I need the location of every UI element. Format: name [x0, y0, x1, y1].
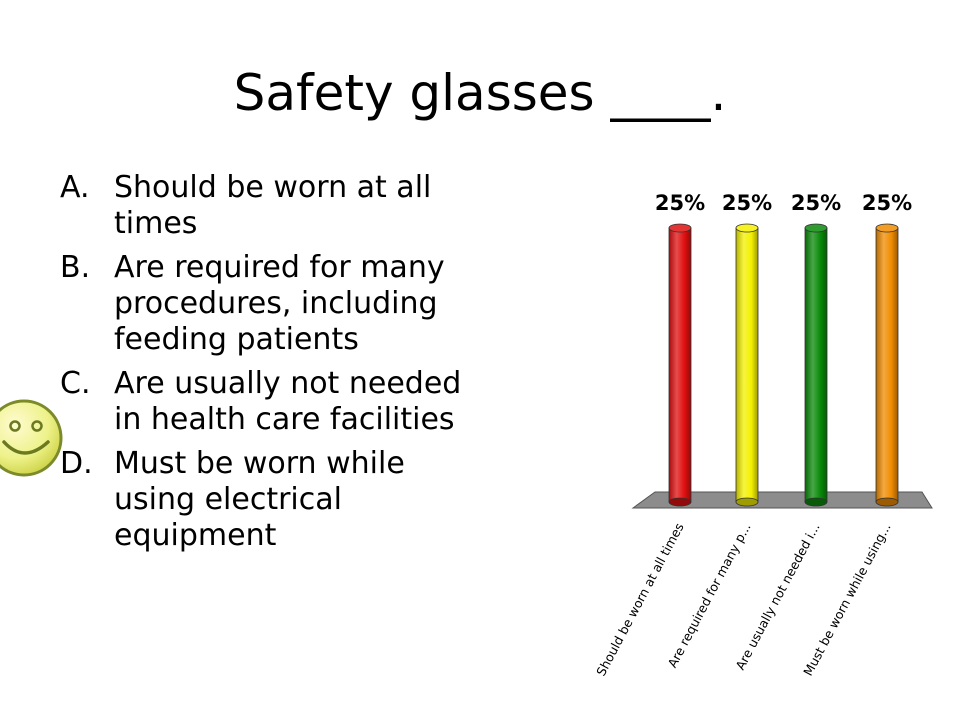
option-letter: D.	[60, 446, 93, 481]
category-label: Must be worn while using...	[800, 520, 893, 678]
bar	[668, 227, 692, 503]
option-text: Must be worn while using electrical equi…	[114, 446, 405, 553]
bar	[875, 227, 899, 503]
smiley-face-icon	[0, 399, 63, 477]
bar-base	[668, 497, 692, 507]
data-label: 25%	[655, 191, 705, 215]
option-letter: A.	[60, 170, 90, 205]
option-letter: B.	[60, 250, 91, 285]
data-label: 25%	[862, 191, 912, 215]
option-text: Are usually not needed in health care fa…	[114, 366, 462, 437]
slide-title: Safety glasses ____.	[233, 64, 727, 122]
bar-base	[875, 497, 899, 507]
category-label: Are usually not needed i...	[732, 520, 822, 672]
bar-top	[735, 223, 759, 233]
bar	[804, 227, 828, 503]
data-label: 25%	[791, 191, 841, 215]
option-letter: C.	[60, 366, 91, 401]
bar-base	[804, 497, 828, 507]
answer-option-b: B. Are required for many procedures, inc…	[60, 250, 480, 358]
answer-option-a: A. Should be worn at all times	[60, 170, 480, 242]
bar-top	[875, 223, 899, 233]
option-text: Are required for many procedures, includ…	[114, 250, 445, 357]
answer-option-c: C. Are usually not needed in health care…	[60, 366, 480, 438]
bar-base	[735, 497, 759, 507]
data-label: 25%	[722, 191, 772, 215]
answer-option-d: D. Must be worn while using electrical e…	[60, 446, 480, 554]
answer-options-list: A. Should be worn at all times B. Are re…	[60, 170, 480, 562]
chart-floor	[631, 491, 933, 509]
bar	[735, 227, 759, 503]
bar-top	[804, 223, 828, 233]
bar-top	[668, 223, 692, 233]
option-text: Should be worn at all times	[114, 170, 432, 241]
